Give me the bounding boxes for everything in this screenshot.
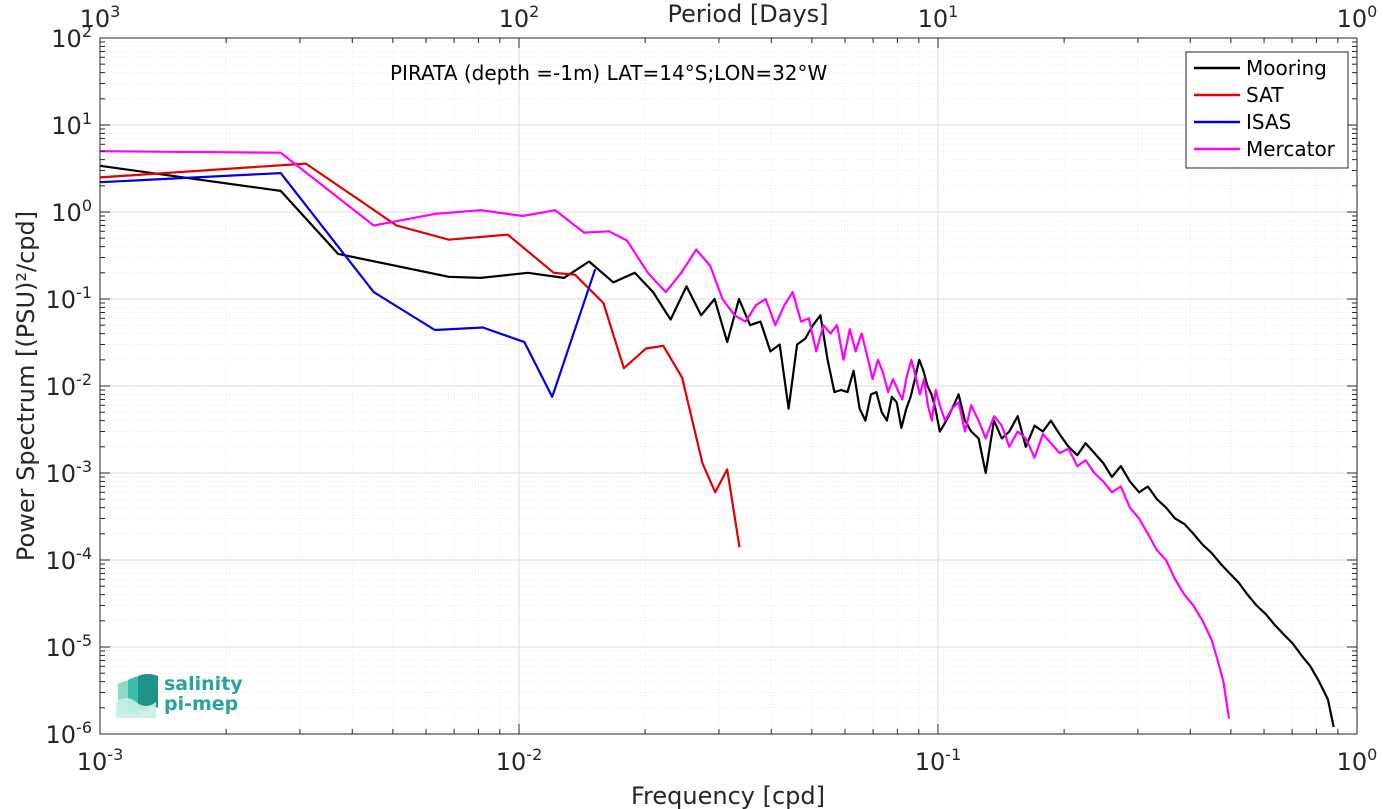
y-tick-label: 102: [51, 22, 92, 53]
x-tick-label: 10-2: [496, 745, 543, 776]
series-mercator: [99, 150, 1231, 719]
legend-label: Mercator: [1246, 137, 1336, 161]
legend-item: Mercator: [1194, 137, 1336, 161]
top-tick-label: 100: [1337, 2, 1378, 33]
logo-line1: salinity: [164, 673, 243, 695]
logo-text: salinity pi-mep: [164, 674, 243, 714]
series-sat: [99, 162, 741, 548]
series-mooring: [99, 164, 1335, 728]
legend-item: Mooring: [1194, 56, 1327, 80]
y-tick-label: 10-1: [46, 283, 93, 314]
top-tick-label: 102: [499, 2, 540, 33]
y-tick-label: 10-4: [46, 544, 93, 575]
legend-label: SAT: [1246, 83, 1284, 107]
y-tick-label: 101: [51, 109, 92, 140]
legend-items: Mooring SAT ISAS Mercator: [1194, 56, 1336, 161]
series-layer: [99, 150, 1335, 728]
legend-item: SAT: [1194, 83, 1284, 107]
x-tick-label: 10-3: [77, 745, 124, 776]
top-axis-label: Period [Days]: [667, 0, 828, 28]
chart-annotation: PIRATA (depth =-1m) LAT=14°S;LON=32°W: [390, 61, 828, 85]
x-tick-label: 100: [1337, 745, 1378, 776]
y-tick-label: 10-5: [46, 631, 93, 662]
y-tick-label: 10-3: [46, 457, 93, 488]
legend-label: ISAS: [1246, 110, 1291, 134]
ticks: [99, 37, 1358, 735]
y-axis-label: Power Spectrum [(PSU)²/cpd]: [12, 211, 40, 561]
x-tick-label: 10-1: [915, 745, 962, 776]
top-tick-label: 103: [80, 2, 121, 33]
series-line: [99, 172, 597, 398]
series-isas: [99, 172, 597, 398]
legend-item: ISAS: [1194, 110, 1291, 134]
salinity-pimep-logo: salinity pi-mep: [114, 672, 254, 722]
logo-line2: pi-mep: [164, 693, 239, 715]
y-tick-label: 10-2: [46, 370, 93, 401]
x-axis-label: Frequency [cpd]: [631, 782, 825, 809]
series-line: [99, 150, 1231, 719]
legend-label: Mooring: [1246, 56, 1327, 80]
series-line: [99, 164, 1335, 728]
y-tick-label: 10-6: [46, 718, 93, 749]
logo-icon: [116, 674, 158, 718]
y-tick-label: 100: [51, 196, 92, 227]
top-tick-label: 101: [918, 2, 959, 33]
legend: Mooring SAT ISAS Mercator: [1185, 51, 1349, 169]
series-line: [99, 162, 741, 548]
